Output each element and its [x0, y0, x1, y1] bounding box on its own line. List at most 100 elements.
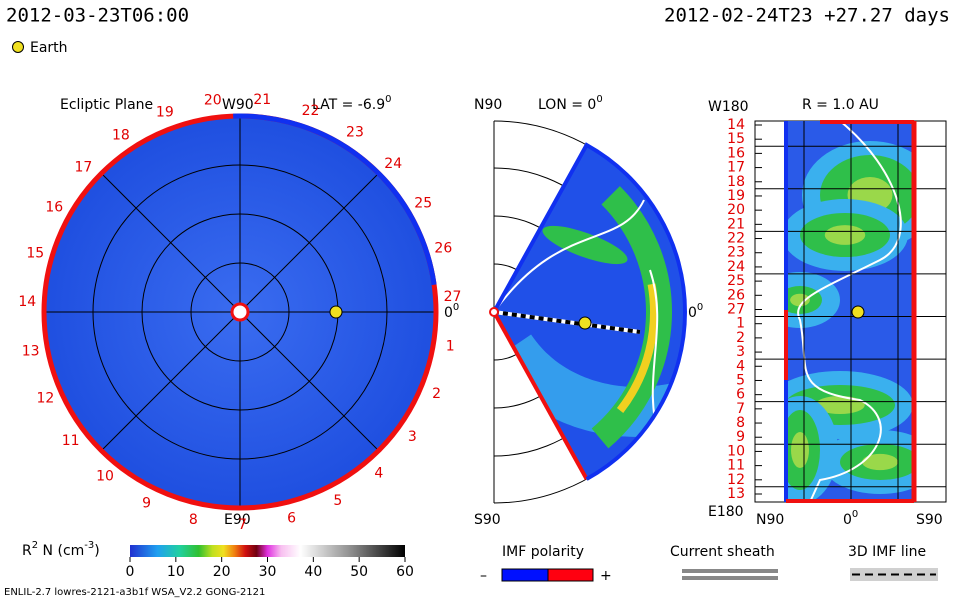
- run-info: 2012-02-24T23 +27.27 days: [664, 5, 950, 27]
- lat-label: LAT = -6.90: [312, 94, 392, 113]
- earth-icon: [12, 41, 24, 53]
- polarity-neg: [501, 568, 549, 582]
- carrington-label: 9: [142, 495, 151, 511]
- sup: -3: [84, 540, 94, 551]
- carrington-label: 20: [204, 93, 222, 109]
- legend-earth: Earth: [30, 40, 68, 56]
- carrington-label: 17: [74, 160, 92, 176]
- carrington-label: 13: [22, 343, 40, 359]
- deg: 0: [596, 94, 602, 105]
- y-label: 21: [727, 216, 745, 232]
- x-label: 00: [843, 509, 858, 528]
- carrington-label: 23: [346, 125, 364, 141]
- axis-label: W180: [708, 99, 749, 115]
- colorbar-tick-label: 0: [126, 564, 135, 580]
- band: [591, 186, 672, 449]
- colorbar-tick-label: 50: [350, 564, 368, 580]
- zero: 0: [688, 305, 697, 321]
- lon: LON = 0: [538, 97, 596, 113]
- border-neg: [585, 311, 687, 481]
- y-label: 8: [736, 415, 745, 431]
- carrington-label: 6: [287, 511, 296, 527]
- layer: [494, 145, 685, 479]
- axis-label: 00: [444, 302, 459, 321]
- r: R: [22, 543, 32, 559]
- zero: 0: [444, 305, 453, 321]
- y-label: 27: [727, 302, 745, 318]
- legend-title: IMF polarity: [502, 544, 584, 560]
- carrington-label: 25: [414, 195, 432, 211]
- y-label: 26: [727, 287, 745, 303]
- colorbar-tick-label: 30: [259, 564, 277, 580]
- carrington-label: 4: [374, 466, 383, 482]
- y-label: 9: [736, 429, 745, 445]
- legend-title: 3D IMF line: [848, 544, 926, 560]
- deg: 0: [697, 302, 703, 313]
- y-label: 10: [727, 443, 745, 459]
- carrington-label: 22: [302, 103, 320, 119]
- x-label: S90: [916, 512, 943, 528]
- carrington-label: 3: [408, 429, 417, 445]
- carrington-label: 15: [26, 245, 44, 261]
- colorbar-label: R2 N (cm-3): [22, 540, 100, 559]
- y-label: 22: [727, 231, 745, 247]
- carrington-label: 1: [446, 339, 455, 355]
- imf-line: [494, 310, 641, 334]
- y-label: 25: [727, 273, 745, 289]
- carrington-label: 26: [434, 241, 452, 257]
- earth: [329, 305, 343, 319]
- deg: 0: [385, 94, 391, 105]
- colorbar: [130, 545, 405, 557]
- x-label: N90: [756, 512, 784, 528]
- band-peak: [616, 283, 658, 413]
- carrington-label: 19: [156, 105, 174, 121]
- y-label: 5: [736, 372, 745, 388]
- sun: [230, 302, 250, 322]
- colorbar-tick-label: 10: [167, 564, 185, 580]
- y-label: 14: [727, 117, 745, 133]
- y-label: 17: [727, 160, 745, 176]
- y-label: 20: [727, 202, 745, 218]
- plus: +: [600, 568, 612, 584]
- y-label: 18: [727, 174, 745, 190]
- run-time: 2012-03-23T06:00: [6, 5, 189, 27]
- band-core: [791, 432, 809, 468]
- y-label: 15: [727, 131, 745, 147]
- border-neg: [492, 142, 687, 313]
- lat: LAT = -6.9: [312, 97, 385, 113]
- band-core: [815, 396, 865, 414]
- band-core: [790, 293, 810, 307]
- y-label: 24: [727, 259, 745, 275]
- y-label: 11: [727, 458, 745, 474]
- y-label: 16: [727, 145, 745, 161]
- band-core: [824, 225, 866, 245]
- carrington-label: 8: [189, 512, 198, 528]
- colorbar-tick-label: 40: [304, 564, 322, 580]
- legend-title: Current sheath: [670, 544, 775, 560]
- border-pos: [492, 311, 589, 480]
- carrington-label: 10: [96, 469, 114, 485]
- sup: 2: [32, 540, 38, 551]
- axis-label: 00: [688, 302, 703, 321]
- carrington-label: 14: [18, 294, 36, 310]
- y-label: 6: [736, 387, 745, 403]
- y-label: 23: [727, 245, 745, 261]
- panel-title: R = 1.0 AU: [802, 97, 879, 113]
- y-label: 3: [736, 344, 745, 360]
- footer: ENLIL-2.7 lowres-2121-a3b1f WSA_V2.2 GON…: [4, 587, 265, 598]
- carrington-label: 5: [333, 493, 342, 509]
- carrington-label: 11: [62, 433, 80, 449]
- carrington-label: 21: [253, 92, 271, 108]
- minus: –: [480, 568, 487, 584]
- axis-label: W90: [222, 97, 254, 113]
- deg: 0: [852, 509, 858, 520]
- y-label: 19: [727, 188, 745, 204]
- sheath: [494, 199, 645, 313]
- earth: [851, 305, 865, 319]
- axis-label: N90: [474, 97, 502, 113]
- polarity-pos: [547, 568, 594, 582]
- y-label: 2: [736, 330, 745, 346]
- y-label: 4: [736, 358, 745, 374]
- axis-label: E90: [224, 512, 251, 528]
- axis-label: S90: [474, 512, 501, 528]
